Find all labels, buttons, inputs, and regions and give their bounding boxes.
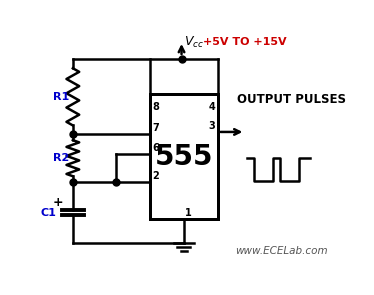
Text: +: + — [52, 196, 63, 209]
Text: www.ECELab.com: www.ECELab.com — [235, 246, 328, 256]
Text: R2: R2 — [52, 153, 69, 163]
Text: 1: 1 — [185, 208, 192, 218]
Text: 8: 8 — [152, 102, 159, 112]
Text: 6: 6 — [152, 143, 159, 153]
Text: 3: 3 — [209, 121, 215, 131]
Text: R1: R1 — [52, 92, 69, 102]
Text: 555: 555 — [154, 143, 213, 171]
Bar — [150, 94, 218, 219]
Text: 4: 4 — [209, 102, 215, 112]
Text: 2: 2 — [152, 171, 159, 181]
Text: $V_{cc}$: $V_{cc}$ — [184, 35, 205, 50]
Text: +5V TO +15V: +5V TO +15V — [203, 37, 287, 47]
Text: 7: 7 — [152, 123, 159, 133]
Text: C1: C1 — [40, 208, 56, 218]
Text: OUTPUT PULSES: OUTPUT PULSES — [237, 93, 346, 106]
